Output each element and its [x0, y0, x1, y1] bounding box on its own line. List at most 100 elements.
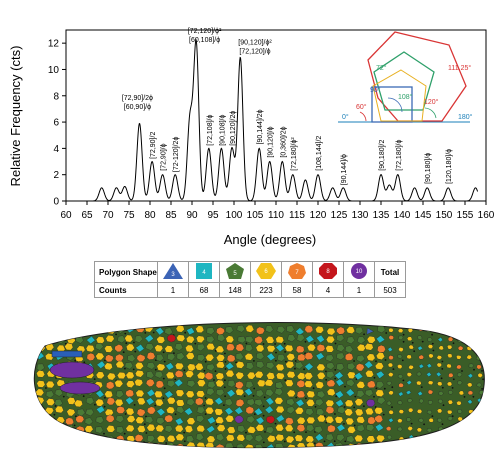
polygon-cell — [255, 424, 265, 432]
polygon-cell — [366, 353, 376, 362]
polygon-cell — [126, 454, 135, 461]
vertex-dot — [124, 367, 126, 370]
polygon-cell — [457, 444, 464, 448]
vertex-dot — [224, 379, 226, 382]
polygon-cell — [286, 389, 296, 398]
x-tick-label: 80 — [144, 210, 156, 221]
polygon-cell — [106, 442, 115, 448]
vertex-dot — [383, 387, 386, 390]
polygon-cell — [75, 415, 85, 423]
polygon-cell — [284, 424, 294, 432]
vertex-dot — [125, 342, 128, 345]
polygon-cell — [295, 345, 305, 354]
vertex-dot — [382, 413, 385, 416]
x-tick-label: 150 — [436, 210, 453, 221]
vertex-dot — [432, 349, 435, 352]
sides-label: 7 — [295, 270, 299, 276]
polygon-cell — [478, 408, 484, 414]
vertex-dot — [402, 379, 405, 382]
polygon-cell — [426, 427, 433, 433]
polygon-cell — [56, 443, 66, 448]
polygon-cell — [144, 416, 154, 424]
polygon-cell — [156, 417, 165, 425]
polygon-cell — [428, 353, 434, 359]
vertex-dot — [293, 431, 296, 434]
vertex-dot — [133, 341, 135, 344]
y-tick-label: 6 — [53, 118, 59, 129]
polygon-cell — [185, 390, 195, 399]
vertex-dot — [133, 451, 135, 453]
vertex-dot — [82, 395, 85, 398]
vertex-dot — [53, 413, 56, 416]
vertex-dot — [413, 350, 416, 353]
polygon-cell — [375, 380, 385, 389]
vertex-dot — [93, 450, 95, 452]
polygon-cell — [295, 361, 304, 370]
polygon-cell — [237, 335, 246, 344]
vertex-dot — [154, 368, 157, 371]
vertex-dot — [333, 440, 336, 443]
vertex-dot — [423, 423, 425, 426]
peak-annotation: [90,108]/ϕ — [219, 115, 226, 146]
polygon-cell — [387, 362, 394, 368]
polygon-cell — [156, 363, 166, 372]
polygon-cell — [375, 389, 385, 397]
vertex-dot — [303, 368, 305, 371]
inset-label: 108° — [398, 93, 413, 101]
polygon-cell — [417, 345, 424, 351]
vertex-dot — [143, 423, 146, 426]
peak-annotation: [60,108]/ϕ — [189, 37, 220, 44]
polygon-cell — [243, 387, 253, 397]
polygon-cell — [398, 391, 404, 397]
total-count-cell: 503 — [374, 282, 406, 298]
polygon-cell — [418, 363, 425, 369]
vertex-dot — [74, 449, 76, 451]
polygon-cell — [215, 345, 225, 354]
polygon-cell — [457, 345, 464, 351]
polygon-cell — [196, 335, 205, 344]
polygon-cell — [146, 435, 156, 443]
vertex-dot — [94, 403, 96, 406]
polygon-cell — [136, 425, 146, 433]
polygon-cell — [325, 399, 335, 408]
polygon-cell — [466, 354, 473, 360]
vertex-dot — [234, 460, 236, 462]
octagon-icon: 8 — [319, 263, 337, 279]
vertex-dot — [104, 359, 106, 362]
polygon-cell — [388, 409, 394, 415]
vertex-dot — [252, 395, 255, 397]
polygon-cell — [294, 406, 304, 415]
polygon-cell — [106, 372, 116, 381]
polygon-cell — [418, 354, 425, 360]
polygon-cell — [305, 408, 314, 416]
vertex-dot — [451, 387, 454, 389]
polygon-cell — [397, 418, 403, 424]
vertex-dot — [344, 385, 346, 388]
polygon-cell — [205, 353, 215, 362]
polygon-cell — [447, 416, 453, 422]
vertex-dot — [162, 397, 165, 400]
polygon-cell — [365, 443, 374, 448]
polygon-cell — [226, 389, 236, 398]
polygon-cell — [366, 327, 375, 335]
polygon-cell — [217, 333, 226, 342]
polygon-cell — [435, 434, 442, 440]
polygon-cell — [206, 387, 215, 396]
vertex-dot — [431, 415, 434, 418]
vertex-dot — [473, 368, 475, 371]
polygon-cell — [186, 417, 196, 426]
polygon-cell — [437, 443, 444, 448]
polygon-cell — [235, 452, 243, 460]
polygon-cell — [124, 443, 133, 448]
x-tick-label: 60 — [60, 210, 72, 221]
polygon-cell — [51, 350, 83, 358]
count-cell: 68 — [188, 282, 220, 298]
x-tick-label: 90 — [186, 210, 198, 221]
y-tick-label: 12 — [48, 39, 60, 50]
polygon-cell — [254, 443, 264, 448]
x-tick-label: 110 — [268, 210, 284, 221]
polygon-cell — [166, 434, 176, 443]
polygon-cell — [187, 363, 196, 372]
polygon-cell — [306, 343, 316, 352]
polygon-cell — [156, 335, 166, 344]
